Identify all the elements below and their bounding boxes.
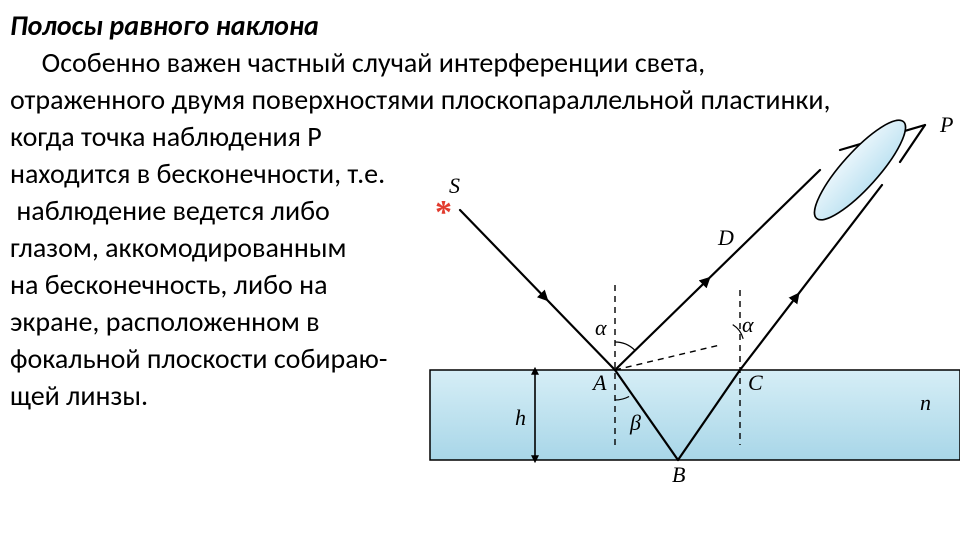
svg-text:A: A: [591, 370, 607, 395]
para-line-9: фокальной плоскости собираю-: [10, 341, 387, 377]
svg-text:S: S: [449, 173, 460, 198]
para-line-5: наблюдение ведется либо: [10, 193, 330, 229]
svg-text:α: α: [595, 315, 607, 340]
para-line-4: находится в бесконечности, т.е.: [10, 156, 385, 192]
para-line-7: на бесконечность, либо на: [10, 267, 328, 303]
svg-text:P: P: [939, 112, 953, 137]
para-line-8: экране, расположенном в: [10, 304, 320, 340]
svg-text:*: *: [435, 194, 452, 231]
svg-text:α: α: [742, 312, 754, 337]
para-line-6: глазом, аккомодированным: [10, 230, 346, 266]
para-line-1: Особенно важен частный случай интерферен…: [10, 45, 705, 81]
svg-text:D: D: [717, 225, 734, 250]
svg-text:B: B: [672, 462, 685, 487]
svg-text:C: C: [748, 370, 763, 395]
svg-text:β: β: [629, 410, 641, 435]
svg-text:h: h: [515, 405, 526, 430]
svg-text:n: n: [920, 390, 931, 415]
para-line-3: когда точка наблюдения Р: [10, 119, 322, 155]
section-title: Полосы равного наклона: [10, 8, 319, 43]
para-line-10: щей линзы.: [10, 378, 148, 414]
interference-diagram: *S A B C D Pn h α α β: [400, 110, 960, 530]
